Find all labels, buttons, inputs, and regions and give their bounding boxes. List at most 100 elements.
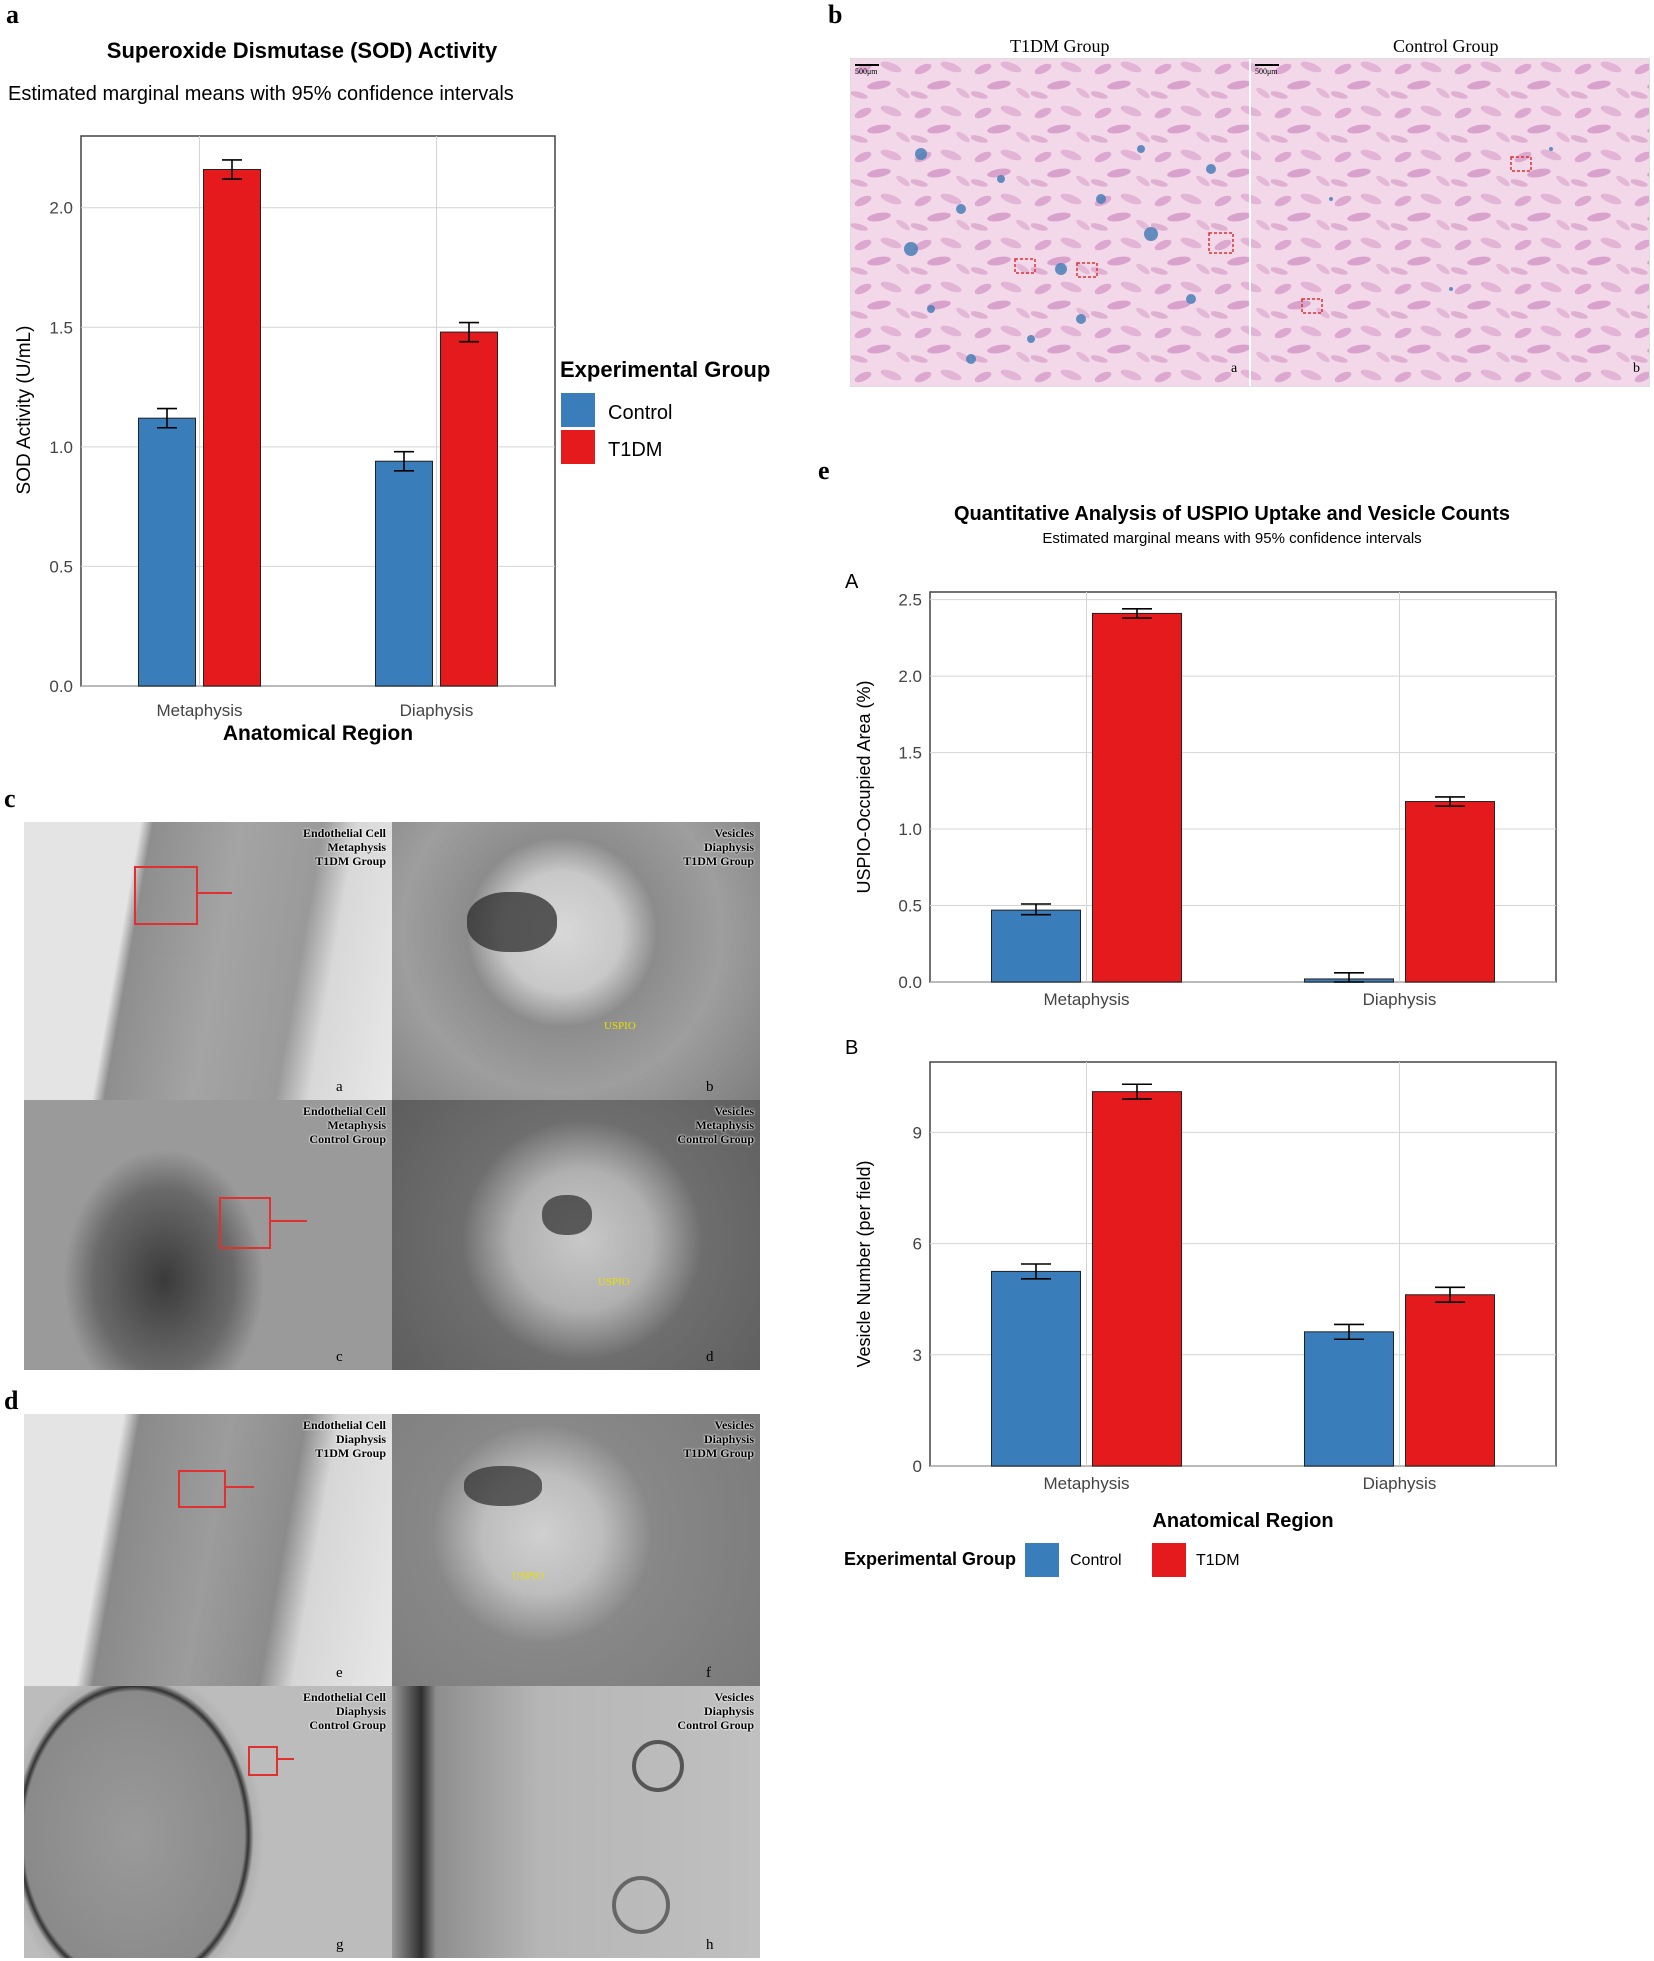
x-tick-label: Diaphysis [1363,990,1437,1009]
y-tick-label: 1.5 [49,318,73,337]
uspio-y-axis-label: USPIO-Occupied Area (%) [854,680,874,893]
stain-title-control: Control Group [1393,36,1499,56]
error-bar-t1dm-diaphysis [1435,796,1465,807]
panel-label-d: d [4,1386,19,1415]
tem-image-d-f: USPIO Vesicles Diaphysis T1DM Group f [392,1414,760,1686]
tem-label: Endothelial Cell Diaphysis T1DM Group [302,1418,386,1460]
e-legend-title: Experimental Group [844,1549,1016,1569]
sod-y-ticks: 0.0 0.5 1.0 1.5 2.0 [49,199,73,696]
uspio-label: USPIO [512,1570,544,1582]
tem-highlight-box [248,1746,278,1776]
iron-deposits [904,145,1553,364]
bar-t1dm-diaphysis [1405,801,1495,983]
uspio-y-ticks: 0.0 0.5 1.0 1.5 2.0 2.5 [898,591,922,992]
e-legend-swatch-control [1025,1543,1059,1577]
tem-label: Endothelial Cell Diaphysis Control Group [302,1690,386,1732]
y-tick-label: 1.0 [898,820,922,839]
stain-panel: 500μm 500μm a b [850,58,1650,387]
error-bar-t1dm-metaphysis [222,159,242,180]
panel-label-c: c [4,784,16,813]
nanoparticle-cluster [542,1195,592,1235]
panel-label-e: e [818,456,830,485]
x-tick-label: Diaphysis [400,701,474,720]
y-tick-label: 9 [913,1123,922,1142]
stain-sub-b: b [1633,361,1640,376]
error-bar-control-metaphysis [1021,903,1051,916]
sod-bars [138,159,498,687]
tem-label: Vesicles Diaphysis Control Group [677,1690,754,1732]
tem-highlight-box [178,1470,226,1508]
bar-t1dm-metaphysis [203,168,261,687]
sod-legend-swatch-control [561,393,595,427]
tem-image-d-e: Endothelial Cell Diaphysis T1DM Group e [24,1414,392,1686]
uspio-x-ticks: Metaphysis Diaphysis [1044,990,1437,1009]
tem-arrow [224,1486,254,1488]
bar-t1dm-metaphysis [1092,1091,1182,1467]
sod-chart-title: Superoxide Dismutase (SOD) Activity [107,38,498,63]
y-tick-label: 0 [913,1457,922,1476]
error-bar-control-diaphysis [1334,972,1364,983]
error-bar-t1dm-metaphysis [1122,1083,1152,1100]
tem-highlight-box [219,1197,271,1249]
bar-t1dm-diaphysis [440,331,498,687]
tem-sub-letter: b [706,1079,714,1095]
stain-image-control [1251,59,1649,386]
e-chart-title: Quantitative Analysis of USPIO Uptake an… [954,503,1510,525]
tem-sub-letter: c [336,1349,343,1365]
x-tick-label: Metaphysis [1044,1474,1130,1493]
tem-arrow [276,1758,294,1760]
vesicle-y-axis-label: Vesicle Number (per field) [854,1160,874,1367]
tem-image-d-g: Endothelial Cell Diaphysis Control Group… [24,1686,392,1958]
nanoparticle-cluster [464,1466,542,1506]
tem-arrow [269,1220,307,1222]
nanoparticle-cluster [467,892,557,952]
sod-chart-subtitle: Estimated marginal means with 95% confid… [8,83,514,105]
tem-label: Endothelial Cell Metaphysis T1DM Group [302,826,386,868]
sod-legend-label-t1dm: T1DM [608,439,662,461]
tem-sub-letter: g [336,1937,344,1953]
error-bar-control-metaphysis [157,407,177,429]
uspio-bars [991,608,1495,983]
panel-label-a: a [6,0,19,29]
sod-x-axis-label: Anatomical Region [223,722,413,745]
stain-title-t1dm: T1DM Group [1010,36,1110,56]
subplot-label-B: B [845,1037,858,1059]
tem-sub-letter: a [336,1079,343,1095]
error-bar-t1dm-diaphysis [1435,1286,1465,1303]
sod-legend-label-control: Control [608,402,672,424]
tem-sub-letter: h [706,1937,714,1953]
vesicle-ring [612,1876,670,1934]
uspio-vesicle-chart: Quantitative Analysis of USPIO Uptake an… [844,503,1557,1577]
e-legend-label-t1dm: T1DM [1196,1552,1240,1569]
tem-label: Endothelial Cell Metaphysis Control Grou… [302,1104,386,1146]
tem-sub-letter: e [336,1665,343,1681]
tem-highlight-box [134,866,198,925]
y-tick-label: 1.0 [49,438,73,457]
vesicle-x-axis-label: Anatomical Region [1152,1510,1333,1532]
uspio-label: USPIO [598,1276,630,1288]
vesicle-x-ticks: Metaphysis Diaphysis [1044,1474,1437,1493]
tem-label: Vesicles Diaphysis T1DM Group [683,826,754,868]
tem-label: Vesicles Metaphysis Control Group [677,1104,754,1146]
x-tick-label: Metaphysis [1044,990,1130,1009]
tem-label: Vesicles Diaphysis T1DM Group [683,1418,754,1460]
uspio-label: USPIO [604,1020,636,1032]
tem-sub-letter: f [706,1665,711,1681]
error-bar-t1dm-metaphysis [1122,608,1152,619]
vesicle-bars [991,1083,1495,1467]
sod-chart: Superoxide Dismutase (SOD) Activity Esti… [8,38,770,745]
bar-control-metaphysis [138,417,196,687]
error-bar-control-metaphysis [1021,1263,1051,1280]
stain-highlight-boxes [1014,156,1532,314]
vesicle-ring [632,1740,684,1792]
sod-x-ticks: Metaphysis Diaphysis [157,701,474,720]
y-tick-label: 1.5 [898,744,922,763]
sod-y-axis-label: SOD Activity (U/mL) [14,326,35,495]
bar-control-metaphysis [991,1270,1081,1467]
stain-images [851,59,1649,386]
scale-bar-right: 500μm [1255,67,1278,76]
y-tick-label: 0.0 [898,973,922,992]
scale-bar-left: 500μm [855,67,878,76]
x-tick-label: Metaphysis [157,701,243,720]
bar-control-diaphysis [1304,1331,1394,1467]
